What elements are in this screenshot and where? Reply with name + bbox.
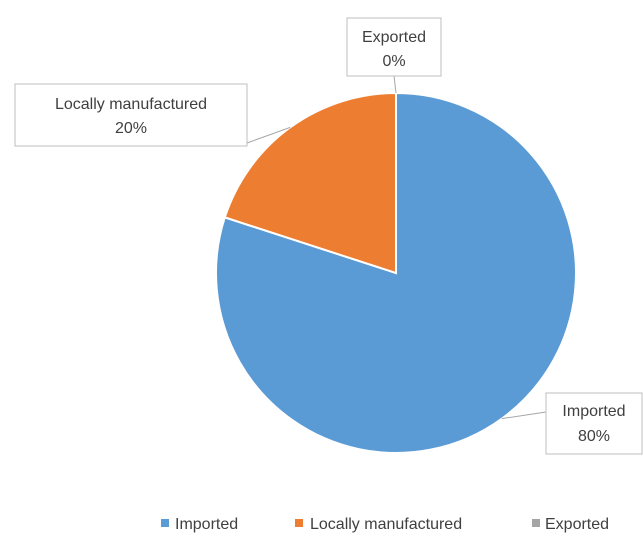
- legend-label-imported: Imported: [175, 516, 238, 533]
- data-label-locally-manufactured-value: 20%: [115, 120, 147, 137]
- leader-line-exported: [393, 75, 397, 94]
- data-label-locally-manufactured-category: Locally manufactured: [55, 96, 207, 113]
- legend-swatch-locally-manufactured: [295, 519, 303, 527]
- legend-label-locally-manufactured: Locally manufactured: [310, 516, 462, 533]
- data-label-imported: Imported 80%: [545, 392, 643, 455]
- legend-item-exported: Exported: [532, 516, 609, 533]
- data-label-exported-value: 0%: [382, 53, 405, 70]
- leader-line-locally-manufactured: [246, 126, 291, 144]
- data-label-exported: Exported 0%: [346, 17, 442, 77]
- legend-swatch-exported: [532, 519, 540, 527]
- pie-slice-locally-manufactured: [223, 91, 397, 275]
- leader-lines: [246, 75, 547, 420]
- data-label-imported-value: 80%: [578, 428, 610, 445]
- data-label-imported-category: Imported: [562, 403, 625, 420]
- legend-swatch-imported: [161, 519, 169, 527]
- legend: Imported Locally manufactured Exported: [161, 516, 609, 533]
- data-label-exported-category: Exported: [362, 29, 426, 46]
- legend-label-exported: Exported: [545, 516, 609, 533]
- data-label-locally-manufactured: Locally manufactured 20%: [14, 83, 248, 147]
- legend-item-locally-manufactured: Locally manufactured: [295, 516, 462, 533]
- pie-slice-imported: [215, 91, 577, 454]
- pie-slices: [215, 91, 577, 454]
- legend-item-imported: Imported: [161, 516, 238, 533]
- leader-line-imported: [501, 411, 547, 420]
